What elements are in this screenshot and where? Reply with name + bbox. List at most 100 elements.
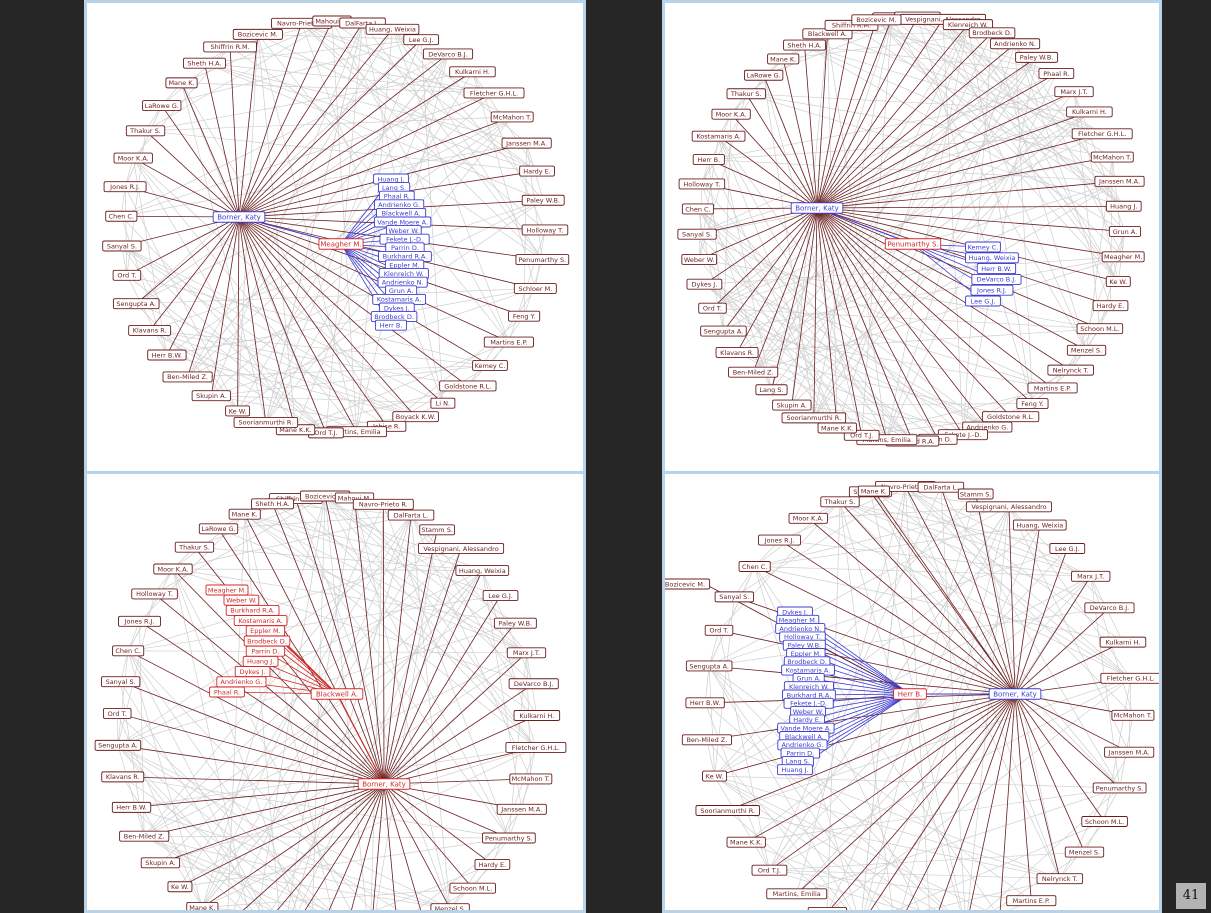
ring-node-ben-miled-z[interactable]: Ben-Miled Z. <box>119 830 170 842</box>
hub-node[interactable]: Borner, Katy <box>357 778 411 790</box>
ring-node-grun-a[interactable]: Grun A. <box>1108 226 1142 237</box>
ring-node-mcmahon-t[interactable]: McMahon T. <box>490 111 534 123</box>
ring-node-schoon-m-l[interactable]: Schoon M.L. <box>1081 816 1128 827</box>
ring-node-devarco-b-j[interactable]: DeVarco B.J. <box>1084 602 1135 614</box>
ring-node-mane-k[interactable]: Mane K. <box>857 485 890 497</box>
ring-node-lee-g-j[interactable]: Lee G.J. <box>403 34 440 46</box>
ring-node-vespignani-alessandro[interactable]: Vespignani, Alessandro <box>417 543 505 554</box>
ring-node-holloway-t[interactable]: Holloway T. <box>678 178 726 190</box>
ring-node-ord-t-j[interactable]: Ord T.J. <box>751 864 788 876</box>
cluster-node-andrienko-g[interactable]: Andrienko G. <box>216 676 267 688</box>
ring-node-dalfarta-l[interactable]: DalFarta L. <box>387 509 435 521</box>
ring-node-paley-w-b[interactable]: Paley W.B. <box>1015 51 1059 63</box>
ring-node-klavans-r[interactable]: Klavans R. <box>715 347 759 358</box>
ring-node-hardy-e[interactable]: Hardy E. <box>519 165 555 177</box>
ring-node-nelrynck-t[interactable]: Nelrynck T. <box>1036 873 1084 885</box>
ring-node-goldstone-r-l[interactable]: Goldstone R.L. <box>981 411 1040 423</box>
ring-node-mane-k-k[interactable]: Mane K.K. <box>817 422 857 434</box>
ring-node-lee-g-j[interactable]: Lee G.J. <box>1049 543 1086 554</box>
ring-node-sengupta-a[interactable]: Sengupta A. <box>685 660 733 672</box>
cluster-node-klenreich-w[interactable]: Klenreich W. <box>783 681 835 693</box>
ring-node-ben-miled-z[interactable]: Ben-Miled Z. <box>162 371 213 383</box>
ring-node-penumarthy-s[interactable]: Penumarthy S. <box>515 254 570 266</box>
ring-node-penumarthy-s[interactable]: Penumarthy S. <box>1092 782 1147 794</box>
ring-node-jones-r-j[interactable]: Jones R.J. <box>758 534 801 546</box>
ring-node-navro-prieto-r[interactable]: Navro-Prieto R. <box>352 498 414 510</box>
ring-node-martins-e-p[interactable]: Martins E.P. <box>483 336 534 348</box>
ring-node-huang-j[interactable]: Huang J. <box>1105 200 1142 212</box>
ring-node-huang-weixia[interactable]: Huang, Weixia <box>455 565 510 576</box>
ring-node-holloway-t[interactable]: Holloway T. <box>521 224 569 236</box>
ring-node-mane-k[interactable]: Mane K. <box>186 902 219 910</box>
cluster-node-huang-j[interactable]: Huang J. <box>242 655 279 667</box>
ring-node-mane-k-k[interactable]: Mane K.K. <box>726 836 766 848</box>
ring-node-martins-e-p[interactable]: Martins E.P. <box>1006 895 1057 907</box>
ring-node-menzel-s[interactable]: Menzel S. <box>1064 846 1105 858</box>
ring-node-herr-b-w[interactable]: Herr B.W. <box>147 349 187 361</box>
ring-node-herr-b[interactable]: Herr B. <box>692 154 725 166</box>
ring-node-sheth-h-a[interactable]: Sheth H.A. <box>783 39 826 51</box>
ring-node-dykes-j[interactable]: Dykes J. <box>686 278 723 290</box>
cluster-node-burkhard-r-a[interactable]: Burkhard R.A. <box>378 250 432 262</box>
ring-node-kulkarni-h[interactable]: Kulkarni H. <box>449 66 496 78</box>
cluster-node-eppler-m[interactable]: Eppler M. <box>245 625 286 637</box>
ring-node-mane-k[interactable]: Mane K. <box>228 508 261 520</box>
ring-node-meagher-m[interactable]: Meagher M. <box>1101 251 1145 263</box>
ring-node-sheth-h-a[interactable]: Sheth H.A. <box>251 498 294 510</box>
ring-node-ben-miled-z[interactable]: Ben-Miled Z. <box>681 734 732 746</box>
ring-node-soorianmurthi-r[interactable]: Soorianmurthi R. <box>695 805 760 816</box>
ring-node-kemey-c[interactable]: Kemey C. <box>472 359 508 371</box>
ring-node-moor-k-a[interactable]: Moor K.A. <box>153 563 193 575</box>
ring-node-huang-weixia[interactable]: Huang, Weixia <box>365 23 420 35</box>
ring-node-bozicevic-m[interactable]: Bozicevic M. <box>851 14 902 26</box>
ring-node-soorianmurthi-r[interactable]: Soorianmurthi R. <box>781 412 847 424</box>
cluster-node-dykes-j[interactable]: Dykes J. <box>234 666 271 678</box>
ring-node-thakur-s[interactable]: Thakur S. <box>726 88 766 100</box>
cluster-node-huang-j[interactable]: Huang J. <box>777 764 813 776</box>
ring-node-fletcher-g-h-l[interactable]: Fletcher G.H.L. <box>1071 128 1133 140</box>
ring-node-kulkarni-h[interactable]: Kulkarni H. <box>513 710 561 721</box>
focus-node[interactable]: Herr B. <box>893 688 927 700</box>
ring-node-stamm-s[interactable]: Stamm S. <box>957 488 994 500</box>
outlier-node-bozicevic-m[interactable]: Bozicevic M. <box>665 578 711 590</box>
cluster-node-eppler-m[interactable]: Eppler M. <box>786 648 826 659</box>
ring-node-mcmahon-t[interactable]: McMahon T. <box>1111 709 1155 721</box>
ring-node-weber-w[interactable]: Weber W. <box>681 253 718 265</box>
ring-node-schoon-m-l[interactable]: Schoon M.L. <box>1076 323 1124 335</box>
ring-node-jones-r-j[interactable]: Jones R.J. <box>118 615 161 627</box>
ring-node-schloer-m[interactable]: Schloer M. <box>513 283 557 294</box>
cluster-node-lang-s[interactable]: Lang S. <box>781 755 814 767</box>
ring-node-lee-g-j[interactable]: Lee G.J. <box>482 590 519 602</box>
hub-node[interactable]: Borner, Katy <box>988 688 1042 700</box>
ring-node-li-n[interactable]: Li N. <box>430 397 456 409</box>
cluster-node-weber-w[interactable]: Weber W. <box>223 594 260 606</box>
ring-node-menzel-s[interactable]: Menzel S. <box>1066 344 1107 356</box>
ring-node-skupin-a[interactable]: Skupin A. <box>772 399 812 411</box>
cluster-node-huang-weixia[interactable]: Huang, Weixia <box>965 252 1019 264</box>
ring-node-brodbeck-d[interactable]: Brodbeck D. <box>968 27 1016 39</box>
ring-node-chen-c[interactable]: Chen C. <box>112 645 145 657</box>
ring-node-janssen-m-a[interactable]: Janssen M.A. <box>501 137 552 149</box>
cluster-node-weber-w[interactable]: Weber W. <box>790 706 826 718</box>
ring-node-chen-c[interactable]: Chen C. <box>105 210 138 222</box>
cluster-node-kemey-c[interactable]: Kemey C. <box>965 241 1001 253</box>
ring-node-sanyal-s[interactable]: Sanyal S. <box>102 240 142 252</box>
ring-node-nelrynck-t[interactable]: Nelrynck T. <box>1047 364 1094 376</box>
ring-node-kulkarni-h[interactable]: Kulkarni H. <box>1099 636 1147 648</box>
ring-node-larowe-g[interactable]: LaRowe G. <box>142 100 182 112</box>
ring-node-moor-k-a[interactable]: Moor K.A. <box>113 152 153 164</box>
cluster-node-lee-g-j[interactable]: Lee G.J. <box>965 295 1001 307</box>
ring-node-sengupta-a[interactable]: Sengupta A. <box>700 325 747 337</box>
cluster-node-parrin-d[interactable]: Parrin D. <box>245 645 286 657</box>
ring-node-ke-w[interactable]: Ke W. <box>702 770 727 782</box>
ring-node-sengupta-a[interactable]: Sengupta A. <box>112 298 160 310</box>
cluster-node-vande-moere-a[interactable]: Vande Moere A. <box>777 722 835 734</box>
ring-node-bozicevic-m[interactable]: Bozicevic M. <box>232 28 283 40</box>
cluster-node-burkhard-r-a[interactable]: Burkhard R.A. <box>225 604 280 616</box>
ring-node-skupin-a[interactable]: Skupin A. <box>191 390 231 402</box>
ring-node-ord-t[interactable]: Ord T. <box>698 302 727 314</box>
ring-node-menzel-s[interactable]: Menzel S. <box>430 903 470 910</box>
ring-node-sengupta-a[interactable]: Sengupta A. <box>94 739 142 751</box>
ring-node-huang-weixia[interactable]: Huang, Weixia <box>1012 519 1067 531</box>
ring-node-ben-miled-z[interactable]: Ben-Miled Z. <box>728 366 779 378</box>
